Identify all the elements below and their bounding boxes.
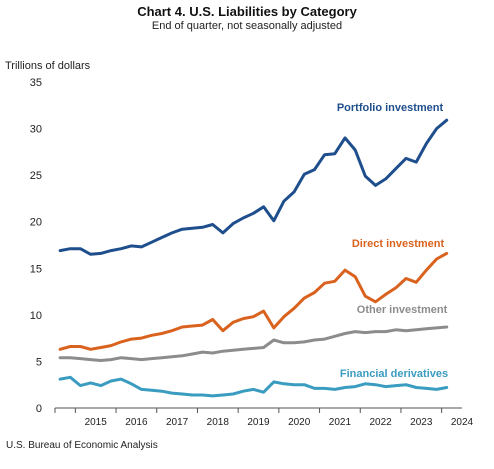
- x-tick-label: 2023: [410, 417, 433, 428]
- series-label-direct-investment: Direct investment: [352, 238, 445, 250]
- series-line-financial-derivatives: [58, 375, 449, 398]
- series-label-financial-derivatives: Financial derivatives: [340, 368, 448, 380]
- x-tick-label: 2017: [166, 417, 189, 428]
- y-axis-label: Trillions of dollars: [5, 60, 91, 72]
- x-tick-label: 2019: [247, 417, 270, 428]
- chart-title: Chart 4. U.S. Liabilities by Category: [137, 4, 357, 19]
- x-tick-label: 2020: [288, 417, 311, 428]
- x-tick-label: 2018: [207, 417, 230, 428]
- y-tick-label: 35: [30, 77, 42, 89]
- y-tick-label: 10: [30, 310, 42, 322]
- series-line-portfolio-investment: [58, 118, 449, 256]
- x-tick-label: 2022: [369, 417, 392, 428]
- x-tick-label: 2024: [451, 417, 474, 428]
- x-tick-label: 2015: [85, 417, 108, 428]
- source-note: U.S. Bureau of Economic Analysis: [6, 440, 158, 451]
- y-tick-label: 25: [30, 170, 42, 182]
- series-label-portfolio-investment: Portfolio investment: [337, 102, 444, 114]
- series-line-other-investment: [58, 325, 449, 362]
- chart-subtitle: End of quarter, not seasonally adjusted: [151, 20, 343, 32]
- series-line-direct-investment: [58, 251, 449, 351]
- y-tick-label: 5: [36, 356, 42, 368]
- y-tick-label: 0: [36, 403, 42, 415]
- y-tick-label: 15: [30, 263, 42, 275]
- y-tick-label: 30: [30, 124, 42, 136]
- y-tick-label: 20: [30, 217, 42, 229]
- series-label-other-investment: Other investment: [357, 304, 448, 316]
- x-tick-label: 2016: [125, 417, 148, 428]
- x-tick-label: 2021: [329, 417, 352, 428]
